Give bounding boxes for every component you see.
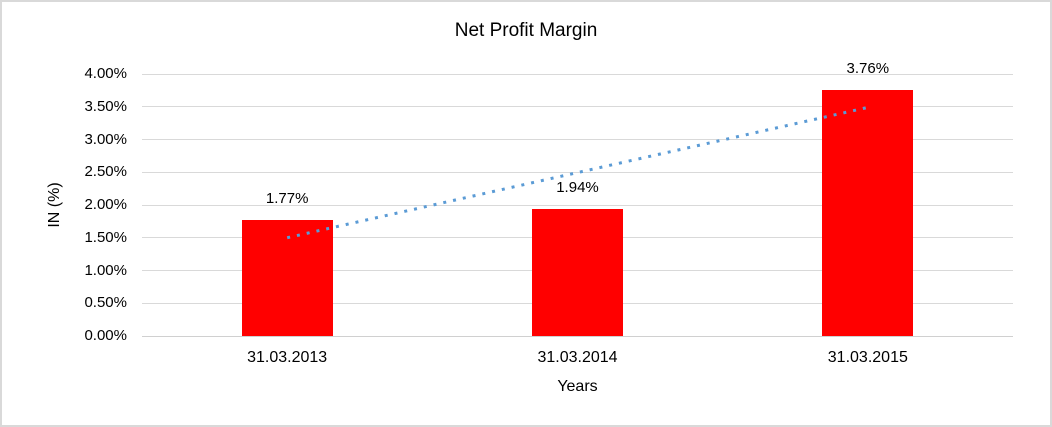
bar [241, 220, 333, 336]
bar-data-label: 3.76% [846, 59, 890, 77]
x-axis-tick-label: 31.03.2015 [827, 349, 908, 366]
y-axis-tick-label: 4.00% [84, 65, 127, 82]
chart-title: Net Profit Margin [454, 20, 598, 41]
y-axis-tick-label: 1.00% [84, 261, 127, 279]
y-axis-tick-label: 0.50% [84, 294, 127, 312]
y-axis-tick-label: 2.50% [84, 163, 127, 181]
gridline [142, 73, 1013, 75]
bar [822, 89, 914, 336]
bar [532, 208, 623, 336]
bar-data-label: 1.77% [265, 190, 309, 208]
y-axis-tick-label: 2.00% [84, 196, 127, 213]
y-axis-tick-label: 3.00% [84, 130, 127, 148]
y-axis-tick-label: 3.50% [84, 97, 127, 115]
y-axis-tick-label: 1.50% [84, 228, 127, 246]
x-axis-tick-label: 31.03.2014 [537, 349, 618, 366]
bar-data-label: 1.94% [556, 178, 599, 196]
x-axis-title: Years [557, 378, 598, 395]
x-axis-tick-label: 31.03.2013 [247, 349, 328, 366]
x-axis-line [142, 335, 1013, 337]
y-axis-tick-label: 0.00% [84, 327, 127, 344]
